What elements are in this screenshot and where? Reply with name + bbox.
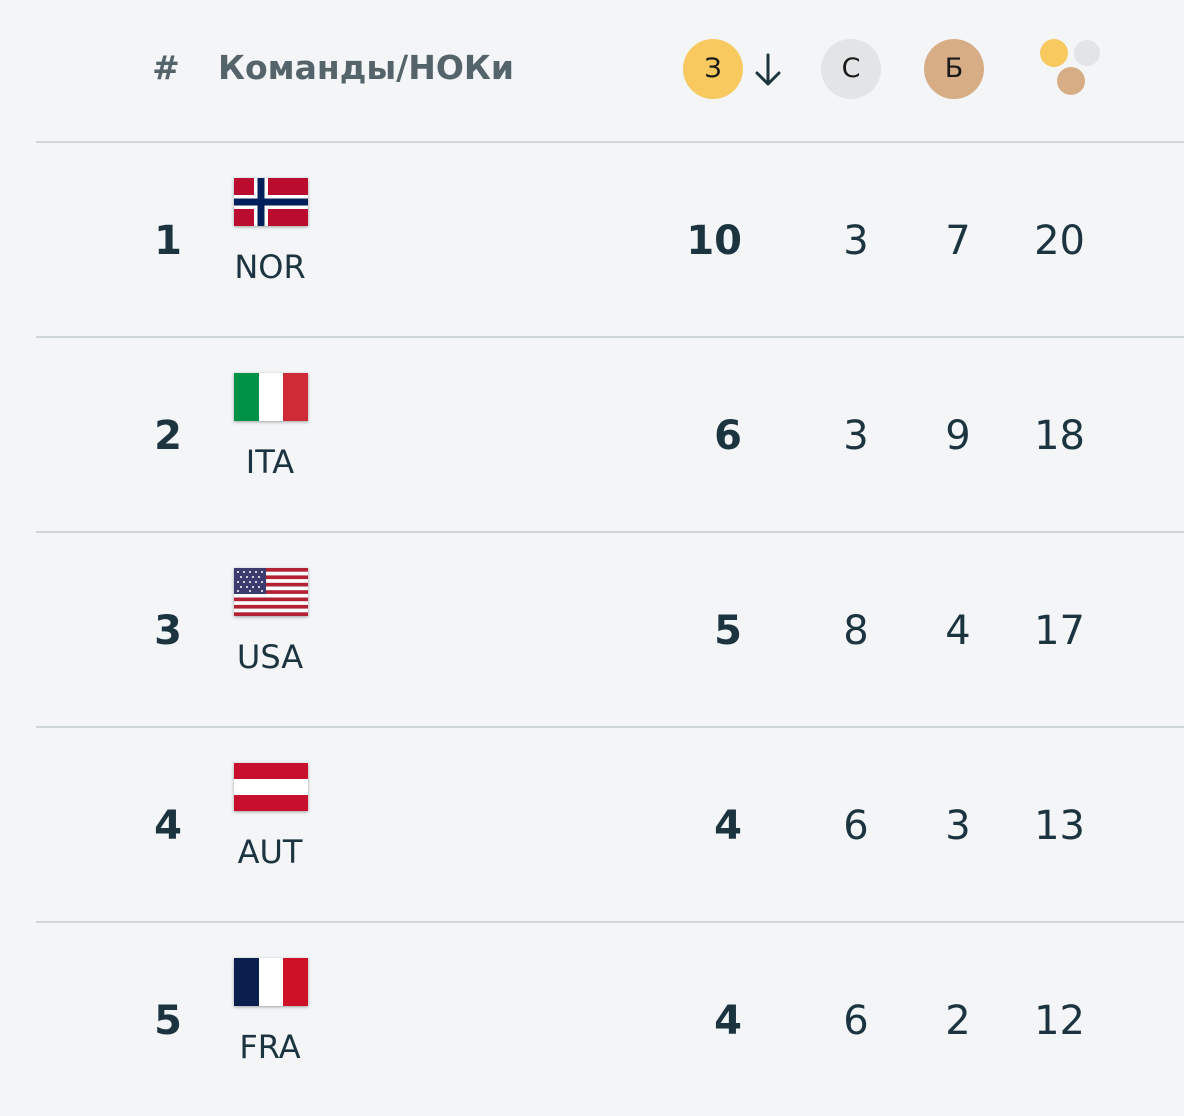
row[interactable]: 5 FRA 4 6 2 12 xyxy=(0,921,1184,1116)
total-count: 13 xyxy=(1034,803,1085,849)
sort-arrow[interactable] xyxy=(752,52,784,88)
rank: 5 xyxy=(154,998,182,1044)
rank-header: # xyxy=(152,48,180,87)
silver-count: 6 xyxy=(843,803,869,849)
total-count: 18 xyxy=(1034,413,1085,459)
bronze-count: 9 xyxy=(945,413,971,459)
divider xyxy=(36,921,1184,923)
noc-code: USA xyxy=(236,638,304,676)
flag xyxy=(234,568,308,616)
noc-code: FRA xyxy=(239,1028,301,1066)
bronze-count: 3 xyxy=(945,803,971,849)
total-header-icon[interactable] xyxy=(1036,36,1106,100)
silver-count: 3 xyxy=(843,218,869,264)
divider xyxy=(36,336,1184,338)
total-count: 17 xyxy=(1034,608,1085,654)
row[interactable]: 1 NOR 10 3 7 20 xyxy=(0,141,1184,336)
bronze-header[interactable]: Б xyxy=(924,39,984,99)
total-count: 12 xyxy=(1034,998,1085,1044)
flag xyxy=(234,178,308,226)
flag xyxy=(234,958,308,1006)
gold-count: 4 xyxy=(714,998,742,1044)
rank: 2 xyxy=(154,413,182,459)
flag xyxy=(234,373,308,421)
row[interactable]: 3 USA 5 8 4 17 xyxy=(0,531,1184,726)
row[interactable]: 4 AUT 4 6 3 13 xyxy=(0,726,1184,921)
rank: 1 xyxy=(154,218,182,264)
noc-code: NOR xyxy=(234,248,306,286)
silver-count: 6 xyxy=(843,998,869,1044)
gold-count: 10 xyxy=(686,218,742,264)
silver-count: 8 xyxy=(843,608,869,654)
rank: 4 xyxy=(154,803,182,849)
noc-code: AUT xyxy=(237,833,303,871)
bronze-count: 2 xyxy=(945,998,971,1044)
bronze-count: 4 xyxy=(945,608,971,654)
gold-count: 4 xyxy=(714,803,742,849)
gold-header[interactable]: З xyxy=(683,39,743,99)
gold-count: 6 xyxy=(714,413,742,459)
bronze-count: 7 xyxy=(945,218,971,264)
silver-count: 3 xyxy=(843,413,869,459)
row[interactable]: 2 ITA 6 3 9 18 xyxy=(0,336,1184,531)
total-count: 20 xyxy=(1034,218,1085,264)
divider xyxy=(36,726,1184,728)
silver-header[interactable]: С xyxy=(821,39,881,99)
rank: 3 xyxy=(154,608,182,654)
divider xyxy=(36,531,1184,533)
gold-count: 5 xyxy=(714,608,742,654)
divider xyxy=(36,141,1184,143)
noc-code: ITA xyxy=(245,443,295,481)
flag xyxy=(234,763,308,811)
team-header[interactable]: Команды/НОКи xyxy=(218,48,515,87)
